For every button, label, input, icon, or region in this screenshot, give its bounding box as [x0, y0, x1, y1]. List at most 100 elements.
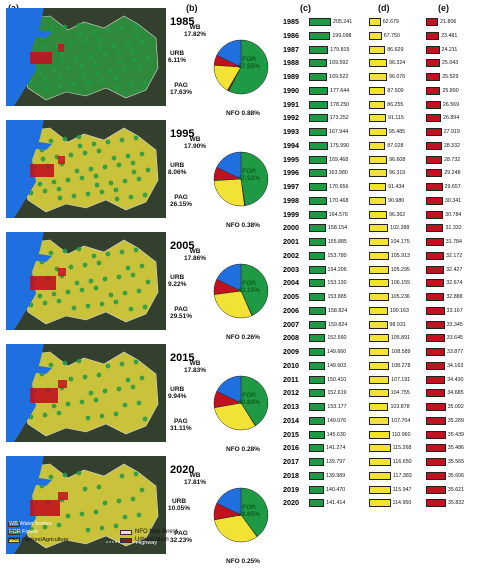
- bar-e-2005: [426, 293, 445, 301]
- bar-d-2011: [369, 375, 390, 384]
- bar-value-label: 104.175: [390, 239, 410, 245]
- bar-value-label: 34.430: [447, 376, 464, 383]
- bar-year-label: 2014: [283, 415, 299, 425]
- bar-value-label: 107.704: [391, 417, 411, 424]
- bar-c-2005: [309, 293, 326, 301]
- bar-value-label: 141.414: [326, 500, 346, 507]
- pie-label-wb: WB 17.81%: [184, 472, 207, 486]
- map-year-label: 2015: [170, 352, 195, 364]
- bar-c-1994: [309, 141, 328, 150]
- bar-value-label: 100.163: [389, 307, 409, 314]
- bar-c-1990: [309, 86, 329, 95]
- bar-value-label: 149.603: [327, 362, 347, 369]
- bar-value-label: 91.434: [388, 184, 405, 190]
- land-cover-map-1995: [6, 120, 166, 218]
- bar-value-label: 153.885: [327, 294, 347, 300]
- panel-letter-d: (d): [378, 3, 390, 13]
- bar-value-label: 32.427: [446, 266, 463, 273]
- bar-value-label: 28.732: [444, 156, 461, 163]
- bar-c-1993: [309, 128, 327, 136]
- bar-value-label: 170.656: [329, 184, 349, 190]
- bar-e-2020: [426, 499, 446, 508]
- bar-e-1990: [426, 86, 441, 95]
- bar-value-label: 31.784: [445, 239, 462, 245]
- bar-value-label: 23.481: [441, 32, 458, 39]
- bar-e-1991: [426, 100, 441, 109]
- bar-year-label: 1998: [283, 195, 299, 205]
- bar-d-1985: [369, 18, 381, 26]
- legend-swatch-nfo: [120, 530, 132, 535]
- bar-c-1989: [309, 73, 328, 81]
- bar-d-1994: [369, 141, 386, 150]
- bar-c-1999: [309, 210, 327, 219]
- bar-year-label: 2018: [283, 470, 299, 480]
- bar-value-label: 175.990: [329, 142, 350, 149]
- bar-value-label: 90.980: [388, 197, 405, 204]
- pie-slice-wb: [216, 39, 242, 68]
- bar-value-label: 86.255: [387, 101, 404, 108]
- legend-label-nfo: NFO Non-forest: [135, 529, 178, 535]
- bar-e-2018: [426, 471, 446, 480]
- bar-value-label: 169.468: [329, 156, 349, 163]
- bar-value-label: 152.560: [327, 335, 347, 342]
- bar-value-label: 167.944: [329, 129, 349, 135]
- bar-e-1992: [426, 114, 441, 123]
- pie-slice-for: [240, 151, 269, 206]
- legend-label-for: FOR Forest: [9, 529, 38, 535]
- bar-c-2011: [309, 375, 326, 384]
- legend-swatch-pag: [8, 538, 20, 543]
- legend-label-pag: PAG Pasture/Agriculture: [9, 537, 69, 543]
- bar-value-label: 86.629: [387, 46, 404, 53]
- bar-value-label: 35.486: [447, 445, 464, 452]
- bar-year-label: 1989: [283, 72, 299, 81]
- bar-d-2020: [369, 499, 391, 508]
- bar-value-label: 26.894: [443, 115, 460, 122]
- bar-value-label: 154.206: [327, 266, 347, 273]
- bar-value-label: 35.289: [447, 417, 464, 424]
- bar-c-2008: [309, 334, 326, 343]
- bar-value-label: 178.250: [330, 101, 350, 108]
- bar-c-2012: [309, 389, 326, 398]
- bar-e-2017: [426, 458, 446, 466]
- bar-e-2008: [426, 334, 445, 343]
- bar-c-2010: [309, 361, 326, 370]
- bar-year-label: 2002: [283, 250, 299, 260]
- bar-d-1999: [369, 210, 388, 219]
- pie-slice-wb: [216, 263, 242, 292]
- bar-c-1991: [309, 100, 329, 109]
- bar-c-1985: [309, 18, 331, 26]
- bar-value-label: 33.645: [446, 335, 463, 342]
- pie-slice-pag: [214, 402, 256, 431]
- bar-value-label: 149.076: [326, 417, 347, 424]
- bar-e-1986: [426, 31, 440, 40]
- pie-label-wb: WB 17.90%: [184, 136, 207, 150]
- bar-c-1986: [309, 31, 331, 40]
- bar-year-label: 2015: [283, 429, 299, 439]
- bar-value-label: 35.439: [447, 431, 464, 438]
- bar-value-label: 33.167: [446, 307, 463, 314]
- bar-year-label: 2016: [283, 443, 299, 453]
- pie-label-urb: URB 10.05%: [168, 498, 191, 512]
- land-cover-map-2015: [6, 344, 166, 442]
- bar-d-2006: [369, 306, 388, 315]
- bar-e-2010: [426, 361, 446, 370]
- bar-d-2010: [369, 361, 390, 370]
- bar-e-2011: [426, 375, 446, 384]
- bar-year-label: 2004: [283, 278, 299, 288]
- bar-year-label: 1995: [283, 154, 299, 164]
- pie-label-for: FOR 57.55%: [238, 56, 261, 70]
- pie-label-urb: URB 8.06%: [168, 162, 187, 176]
- legend-swatch-wb: [8, 522, 20, 527]
- bar-value-label: 115.268: [392, 445, 412, 452]
- bar-year-label: 2010: [283, 360, 299, 370]
- bar-value-label: 169.522: [329, 74, 349, 80]
- bar-value-label: 117.383: [393, 472, 412, 479]
- bar-c-1988: [309, 59, 328, 68]
- bar-e-1995: [426, 155, 443, 164]
- bar-d-2008: [369, 334, 389, 343]
- bar-year-label: 2000: [283, 223, 299, 233]
- pie-label-pag: PAG 17.63%: [170, 82, 193, 96]
- bar-e-2003: [426, 265, 445, 274]
- bar-value-label: 35.565: [447, 459, 465, 465]
- legend-label-wb: WB Water bodies: [9, 521, 52, 527]
